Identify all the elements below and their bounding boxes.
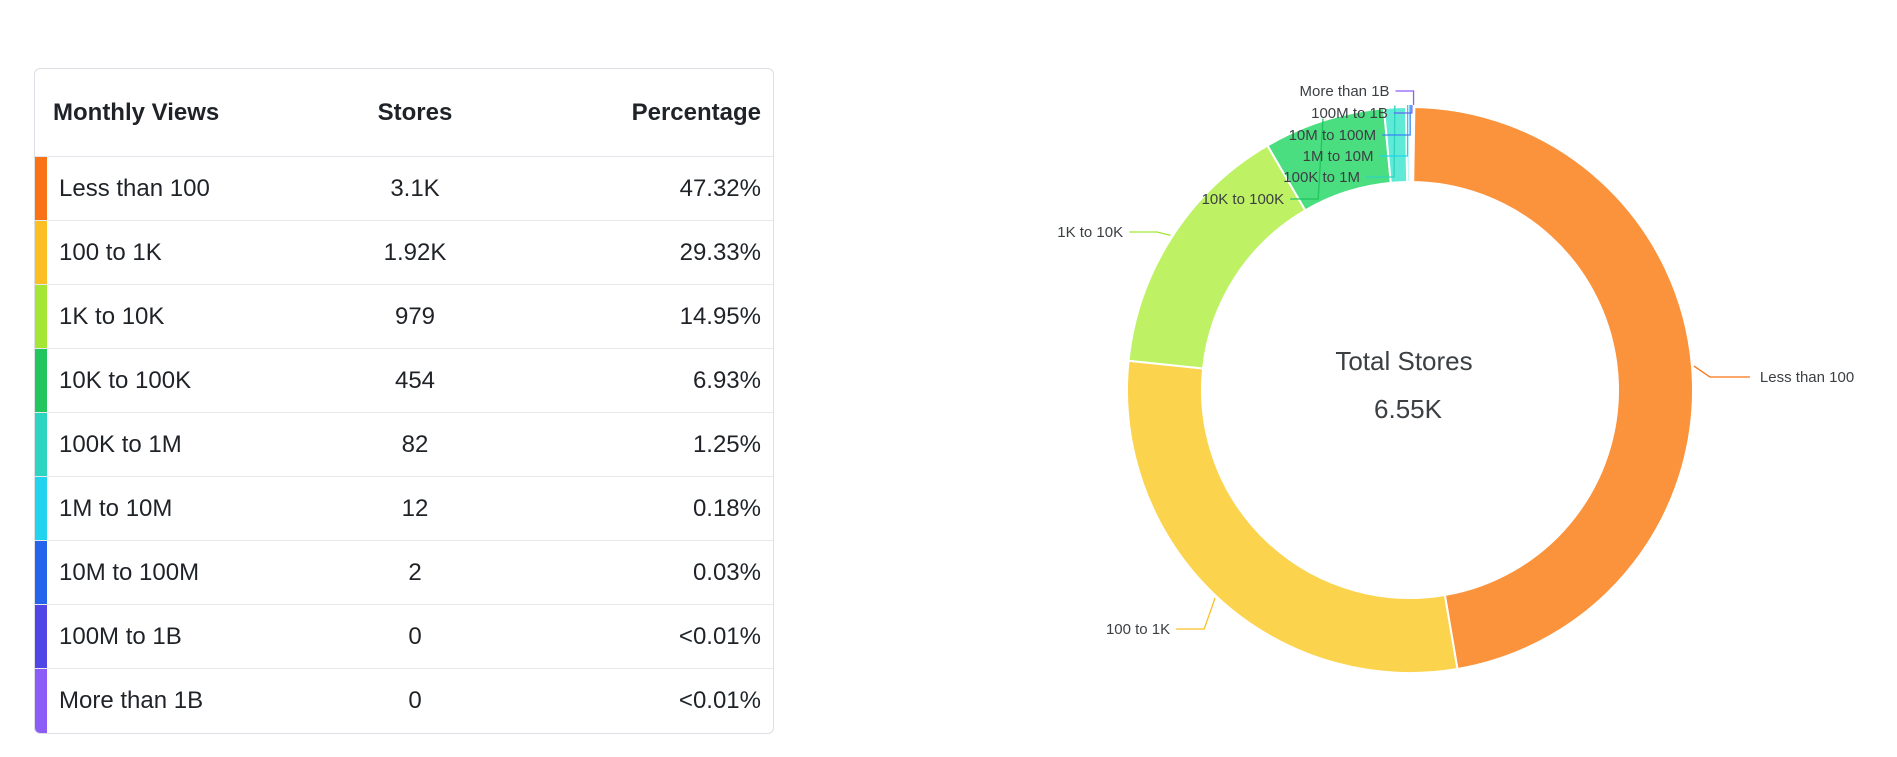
table-row: 10M to 100M 2 0.03% (35, 541, 773, 605)
donut-chart-svg: Less than 100 100 to 1K 1K to 10K 10K to 10… (1057, 83, 1854, 674)
cell-stores: 0 (408, 687, 422, 714)
cell-monthly-views: More than 1B (59, 687, 204, 714)
color-swatch (35, 413, 47, 476)
center-title: Total Stores (1335, 346, 1472, 376)
cell-stores: 1.92K (383, 238, 447, 266)
slice-label: More than 1B (1299, 83, 1389, 100)
cell-percentage: 1.25% (692, 430, 761, 458)
cell-percentage: 14.95% (679, 302, 761, 330)
leader-line (1176, 597, 1216, 630)
monthly-views-table: Monthly Views Stores Percentage Less tha… (34, 68, 774, 734)
table-row: 1M to 10M 12 0.18% (35, 477, 773, 541)
donut-chart: Less than 100 100 to 1K 1K to 10K 10K to 10… (1020, 40, 1897, 757)
donut-slices (1126, 105, 1694, 674)
color-swatch (35, 541, 47, 604)
cell-percentage: 0.03% (692, 558, 761, 586)
cell-stores: 3.1K (390, 174, 440, 202)
leader-line (1693, 365, 1750, 378)
leader-line (1366, 105, 1396, 178)
slice-label: 10K to 100K (1202, 191, 1285, 208)
leader-line (1290, 118, 1324, 200)
leader-line (1129, 231, 1171, 237)
cell-monthly-views: Less than 100 (59, 174, 210, 202)
header-percentage: Percentage (631, 98, 761, 126)
header-monthly-views: Monthly Views (53, 98, 220, 126)
cell-monthly-views: 100K to 1M (59, 430, 182, 458)
cell-percentage: 0.18% (692, 494, 761, 522)
cell-stores: 0 (408, 622, 422, 650)
donut-leader-lines: Less than 100 100 to 1K 1K to 10K 10K to 10… (1057, 83, 1854, 638)
cell-monthly-views: 1K to 10K (59, 302, 165, 330)
donut-slice[interactable] (1410, 106, 1416, 184)
leader-line (1379, 105, 1409, 157)
color-swatch (35, 477, 47, 540)
table-row: 100K to 1M 82 1.25% (35, 413, 773, 477)
cell-monthly-views: 1M to 10M (59, 494, 173, 522)
slice-label: 10M to 100M (1289, 127, 1377, 144)
slice-label: Less than 100 (1760, 369, 1854, 386)
cell-percentage: <0.01% (678, 622, 761, 650)
donut-slice[interactable] (1127, 144, 1307, 370)
table-row: 100M to 1B 0 <0.01% (35, 605, 773, 669)
cell-stores: 82 (401, 430, 429, 458)
cell-monthly-views: 10K to 100K (59, 366, 192, 394)
cell-stores: 454 (394, 366, 436, 394)
slice-label: 100M to 1B (1311, 105, 1388, 122)
cell-percentage: 29.33% (679, 238, 761, 266)
table-row: 10K to 100K 454 6.93% (35, 349, 773, 413)
cell-percentage: <0.01% (678, 687, 761, 714)
leader-line (1382, 104, 1411, 136)
slice-label: 1M to 10M (1303, 148, 1374, 165)
donut-slice[interactable] (1409, 105, 1694, 671)
color-swatch (35, 157, 47, 220)
color-swatch (35, 221, 47, 284)
slice-label: 1K to 10K (1057, 224, 1123, 241)
donut-slice[interactable] (1126, 359, 1459, 674)
table-row: More than 1B 0 <0.01% (35, 669, 773, 733)
cell-stores: 2 (408, 558, 422, 586)
color-swatch (35, 349, 47, 412)
cell-monthly-views: 100 to 1K (59, 238, 162, 266)
cell-stores: 12 (401, 494, 429, 522)
table-row: 1K to 10K 979 14.95% (35, 285, 773, 349)
table-row: Less than 100 3.1K 47.32% (35, 157, 773, 221)
cell-monthly-views: 10M to 100M (59, 558, 200, 586)
cell-percentage: 47.32% (679, 174, 761, 202)
leader-line (1395, 90, 1415, 106)
color-swatch (35, 605, 47, 668)
header-stores: Stores (377, 98, 453, 126)
color-swatch (35, 285, 47, 348)
cell-monthly-views: 100M to 1B (59, 622, 182, 650)
leader-line (1393, 105, 1413, 114)
slice-label: 100K to 1M (1283, 169, 1360, 186)
center-value: 6.55K (1374, 394, 1443, 424)
color-swatch (35, 669, 47, 733)
cell-percentage: 6.93% (692, 366, 761, 394)
slice-label: 100 to 1K (1106, 621, 1170, 638)
cell-stores: 979 (394, 302, 436, 330)
table-header: Monthly Views Stores Percentage (35, 69, 773, 157)
table-body: Less than 100 3.1K 47.32% 100 to 1K 1.92K 29.… (35, 157, 773, 733)
table-row: 100 to 1K 1.92K 29.33% (35, 221, 773, 285)
